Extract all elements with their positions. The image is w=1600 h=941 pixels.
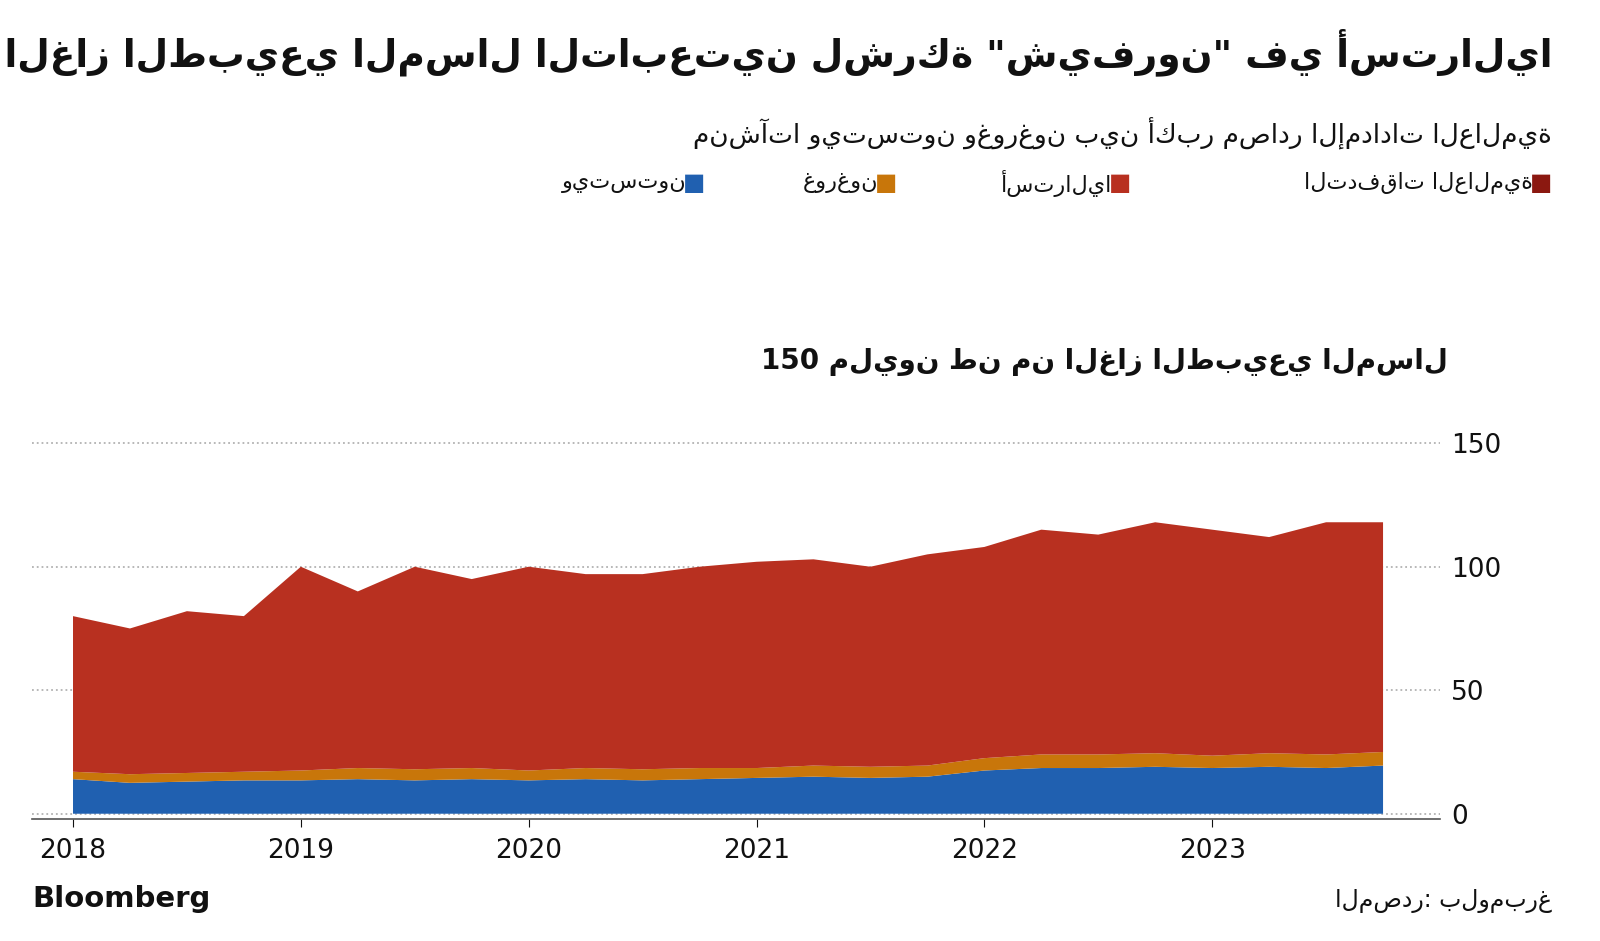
Text: Bloomberg: Bloomberg — [32, 885, 210, 913]
Text: ■: ■ — [683, 171, 706, 196]
Text: المصدر: بلومبرغ: المصدر: بلومبرغ — [1334, 888, 1552, 913]
Text: منشآتا ويتستون وغورغون بين أكبر مصادر الإمدادات العالمية: منشآتا ويتستون وغورغون بين أكبر مصادر ال… — [693, 118, 1552, 151]
Text: أستراليا: أستراليا — [1000, 170, 1112, 197]
Text: ■: ■ — [1530, 171, 1552, 196]
Text: التدفقات العالمية: التدفقات العالمية — [1304, 172, 1533, 195]
Text: صادرات محطتي معالجة الغاز الطبيعي المسال التابعتين لشركة "شيفرون" في أستراليا: صادرات محطتي معالجة الغاز الطبيعي المسال… — [0, 28, 1552, 76]
Text: 150 مليون طن من الغاز الطبيعي المسال: 150 مليون طن من الغاز الطبيعي المسال — [762, 348, 1448, 376]
Text: غورغون: غورغون — [803, 173, 878, 194]
Text: ويتستون: ويتستون — [562, 173, 686, 194]
Text: ■: ■ — [875, 171, 898, 196]
Text: ■: ■ — [1109, 171, 1131, 196]
